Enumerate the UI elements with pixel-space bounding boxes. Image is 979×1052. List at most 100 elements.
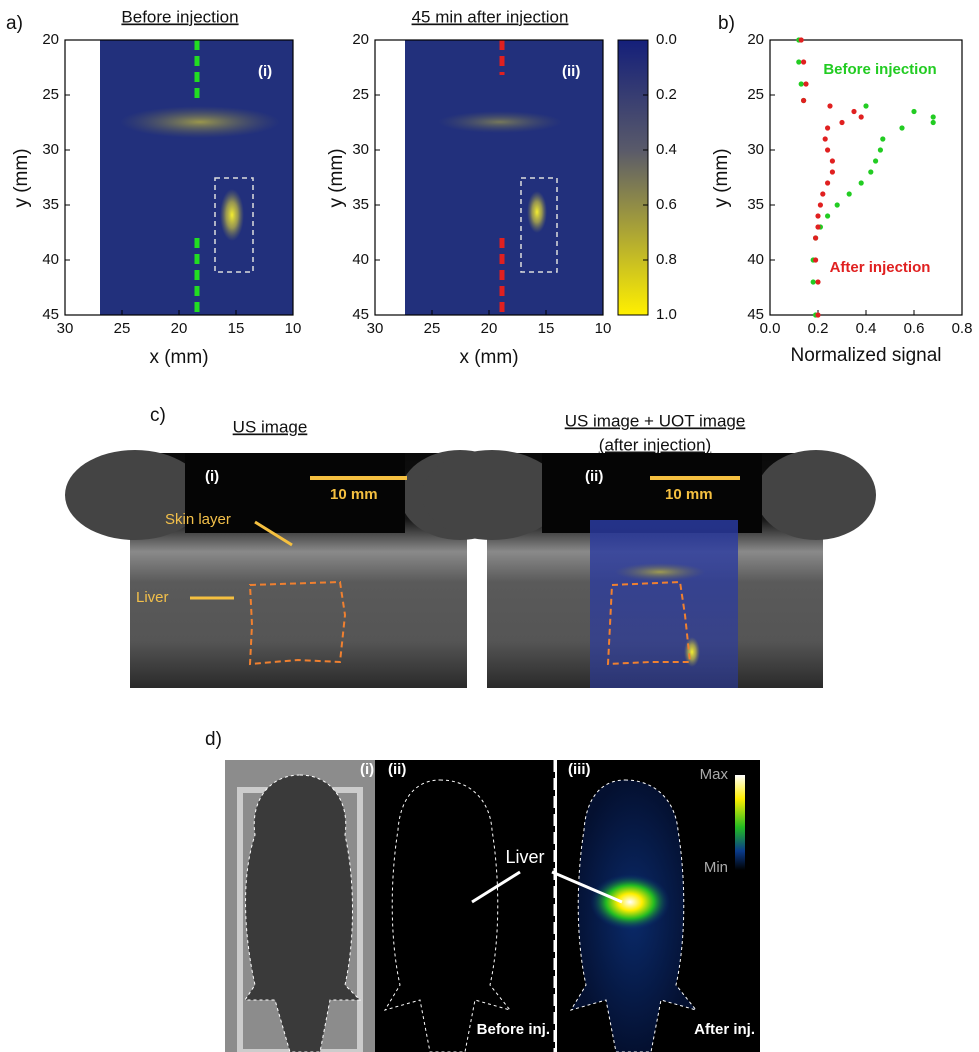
- y-tick-label: 40: [747, 251, 764, 268]
- point: [813, 257, 819, 263]
- point: [798, 37, 804, 43]
- image-title: US image + UOT image: [565, 411, 746, 430]
- heatmap: [405, 40, 603, 315]
- point: [822, 136, 828, 142]
- legend-label: Before injection: [823, 61, 936, 78]
- x-tick-label: 25: [114, 320, 131, 337]
- y-tick-label: 30: [352, 141, 369, 158]
- y-tick-label: 25: [42, 86, 59, 103]
- point: [825, 147, 831, 153]
- scale-label: 10 mm: [330, 486, 378, 503]
- point: [846, 191, 852, 197]
- x-tick-label: 0.2: [808, 320, 829, 337]
- point: [815, 312, 821, 318]
- tag: (ii): [562, 63, 580, 80]
- y-tick-label: 40: [352, 251, 369, 268]
- point: [825, 180, 831, 186]
- photo-image: [225, 760, 375, 1052]
- colorbar: [617, 39, 649, 316]
- colorbar-tick-label: 0.4: [656, 141, 677, 158]
- point: [815, 224, 821, 230]
- point: [803, 81, 809, 87]
- x-tick-label: 20: [171, 320, 188, 337]
- tag: (ii): [388, 761, 406, 778]
- heatmap: [100, 40, 293, 315]
- overlay-image: [422, 450, 876, 688]
- point: [930, 119, 936, 126]
- point: [834, 202, 840, 208]
- point: [873, 158, 879, 164]
- x-tick-label: 15: [228, 320, 245, 337]
- y-tick-label: 25: [352, 86, 369, 103]
- fluorescence-after: [551, 760, 760, 1052]
- plot-title: 45 min after injection: [412, 7, 569, 26]
- point: [817, 202, 824, 208]
- point: [829, 158, 836, 164]
- fluorescence-before: [375, 760, 555, 1052]
- panel-label: a): [6, 13, 23, 34]
- scale-label: 10 mm: [665, 486, 713, 503]
- point: [810, 279, 816, 285]
- point: [858, 114, 864, 120]
- point: [851, 108, 857, 115]
- point: [827, 103, 833, 109]
- point: [858, 180, 864, 186]
- x-axis-label: x (mm): [149, 347, 208, 368]
- colorbar-tick-label: 0.2: [656, 86, 677, 103]
- x-tick-label: 30: [57, 320, 74, 337]
- tag: (i): [360, 761, 374, 778]
- tag: (i): [258, 63, 272, 80]
- point: [863, 103, 869, 109]
- point: [798, 81, 804, 87]
- colorbar-tick-label: 0.8: [656, 251, 677, 268]
- y-axis-label: y (mm): [326, 148, 347, 207]
- point: [930, 114, 936, 120]
- point: [877, 147, 884, 153]
- annotation: Liver: [505, 847, 544, 867]
- panel-label: b): [718, 13, 735, 34]
- point: [829, 169, 836, 175]
- y-tick-label: 20: [42, 31, 59, 48]
- point: [815, 213, 821, 219]
- x-tick-label: 0.8: [952, 320, 973, 337]
- y-tick-label: 20: [747, 31, 764, 48]
- annotation: Skin layer: [165, 511, 231, 528]
- point: [801, 97, 807, 104]
- y-tick-label: 30: [747, 141, 764, 158]
- point: [839, 119, 845, 126]
- panel-label: c): [150, 405, 166, 426]
- y-tick-label: 45: [352, 306, 369, 323]
- point: [825, 125, 831, 131]
- x-tick-label: 25: [424, 320, 441, 337]
- point: [868, 169, 874, 175]
- y-tick-label: 40: [42, 251, 59, 268]
- y-tick-label: 25: [747, 86, 764, 103]
- point: [801, 59, 807, 65]
- caption: Before inj.: [477, 1021, 550, 1038]
- colorbar-tick-label: 0.0: [656, 31, 677, 48]
- y-tick-label: 45: [747, 306, 764, 323]
- colorbar-tick-label: 1.0: [656, 306, 677, 323]
- plot-title: Before injection: [121, 7, 238, 26]
- y-tick-label: 35: [747, 196, 764, 213]
- colorbar-label: Max: [700, 766, 729, 783]
- tag: (ii): [585, 468, 603, 485]
- colorbar-tick-label: 0.6: [656, 196, 677, 213]
- colorbar-label: Min: [704, 859, 728, 876]
- y-axis-label: y (mm): [711, 148, 732, 207]
- annotation: Liver: [136, 589, 169, 606]
- y-tick-label: 35: [352, 196, 369, 213]
- image-subtitle: (after injection): [599, 435, 711, 454]
- x-tick-label: 0.0: [760, 320, 781, 337]
- image-title: US image: [233, 417, 308, 436]
- x-tick-label: 0.6: [904, 320, 925, 337]
- x-tick-label: 0.4: [856, 320, 877, 337]
- tag: (iii): [568, 761, 591, 778]
- point: [813, 235, 819, 241]
- y-tick-label: 35: [42, 196, 59, 213]
- legend-label: After injection: [830, 259, 931, 276]
- point: [820, 191, 826, 197]
- point: [899, 125, 905, 131]
- x-axis-label: Normalized signal: [790, 345, 941, 366]
